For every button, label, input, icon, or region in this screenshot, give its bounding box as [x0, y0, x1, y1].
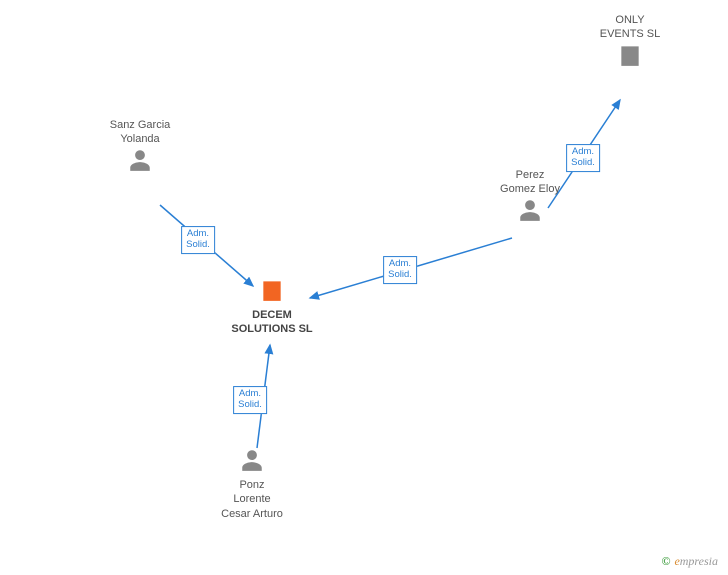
- node-label-sanz: Sanz Garcia Yolanda: [95, 118, 185, 147]
- brand-rest: mpresia: [680, 554, 718, 568]
- edge-badge: Adm. Solid.: [383, 256, 417, 284]
- node-center[interactable]: DECEM SOLUTIONS SL: [227, 277, 317, 337]
- node-ponz[interactable]: Ponz Lorente Cesar Arturo: [207, 447, 297, 521]
- person-icon: [207, 447, 297, 478]
- node-label-ponz: Ponz Lorente Cesar Arturo: [207, 478, 297, 521]
- building-icon: [585, 42, 675, 73]
- node-perez[interactable]: Perez Gomez Eloy: [485, 168, 575, 228]
- node-sanz[interactable]: Sanz Garcia Yolanda: [95, 118, 185, 178]
- building-icon: [227, 277, 317, 308]
- edge-badge: Adm. Solid.: [233, 386, 267, 414]
- edge-badge: Adm. Solid.: [566, 144, 600, 172]
- copyright-symbol: ©: [661, 554, 670, 568]
- edge-badge: Adm. Solid.: [181, 226, 215, 254]
- edges-layer: [0, 0, 728, 575]
- node-label-perez: Perez Gomez Eloy: [485, 168, 575, 197]
- node-label-only: ONLY EVENTS SL: [585, 13, 675, 42]
- node-only[interactable]: ONLY EVENTS SL: [585, 13, 675, 73]
- person-icon: [485, 197, 575, 228]
- diagram-canvas: DECEM SOLUTIONS SL Sanz Garcia Yolanda Per…: [0, 0, 728, 575]
- copyright: ©empresia: [661, 554, 718, 569]
- person-icon: [95, 147, 185, 178]
- node-label-center: DECEM SOLUTIONS SL: [227, 308, 317, 337]
